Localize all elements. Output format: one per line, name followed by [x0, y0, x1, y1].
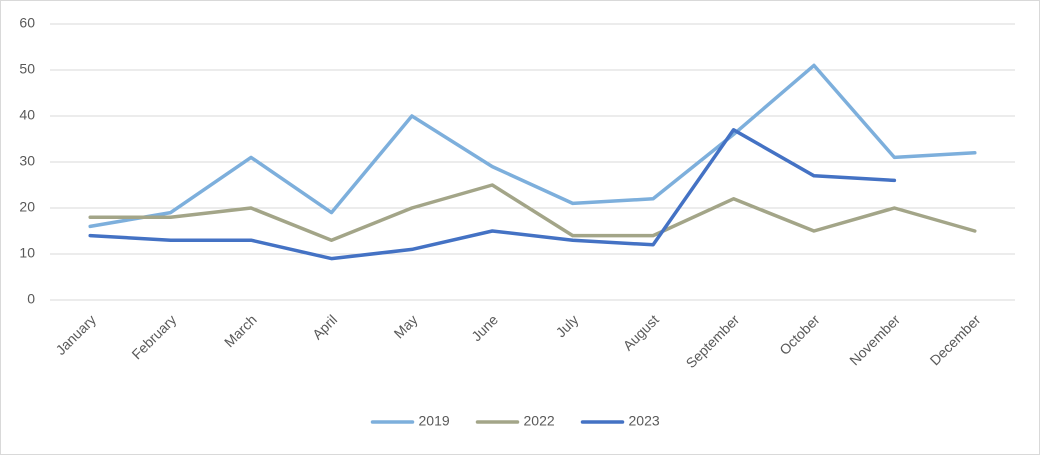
y-tick-label: 30: [19, 153, 35, 169]
series-line: [88, 63, 977, 229]
series-line: [88, 183, 977, 242]
y-tick-label: 60: [19, 15, 35, 31]
legend-label: 2019: [419, 413, 450, 429]
y-tick-label: 10: [19, 245, 35, 261]
legend-label: 2022: [524, 413, 555, 429]
y-tick-label: 50: [19, 61, 35, 77]
legend-label: 2023: [629, 413, 660, 429]
series-line: [88, 128, 897, 261]
y-tick-label: 20: [19, 199, 35, 215]
y-tick-label: 40: [19, 107, 35, 123]
y-tick-label: 0: [27, 291, 35, 307]
